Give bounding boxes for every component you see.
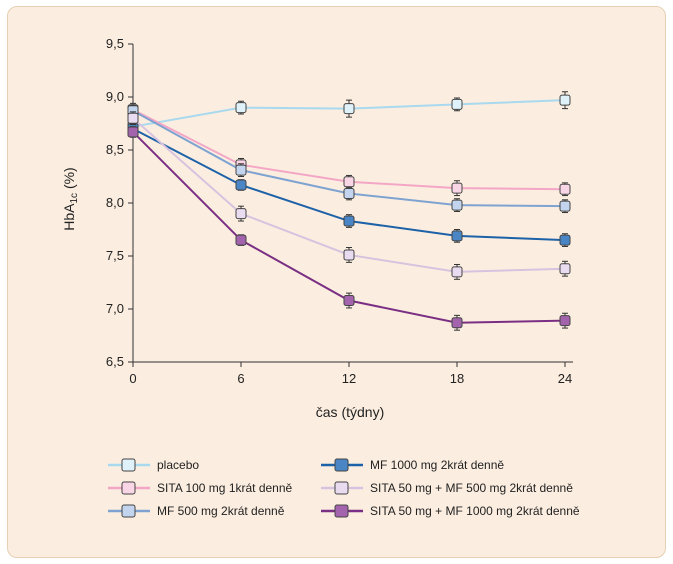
y-tick-label: 9,5 bbox=[106, 36, 124, 51]
data-point bbox=[235, 208, 247, 220]
x-axis-title: čas (týdny) bbox=[316, 404, 384, 420]
data-point bbox=[559, 200, 571, 212]
legend-item: MF 500 mg 2krát denně bbox=[108, 504, 285, 518]
x-tick-label: 18 bbox=[450, 371, 464, 386]
y-tick-label: 7,0 bbox=[106, 301, 124, 316]
series-layer bbox=[127, 91, 571, 331]
y-tick-label: 7,5 bbox=[106, 248, 124, 263]
legend-marker bbox=[121, 504, 136, 518]
series-6 bbox=[127, 126, 571, 331]
data-point bbox=[451, 182, 463, 194]
legend-item: SITA 50 mg + MF 1000 mg 2krát denně bbox=[321, 504, 580, 518]
data-point bbox=[343, 176, 355, 188]
data-point bbox=[451, 98, 463, 110]
axes: 6,5 7,0 7,5 8,0 8,5 9,0 9,5 0 6 12 18 24 bbox=[106, 36, 573, 386]
legend-label: placebo bbox=[157, 458, 199, 472]
legend-label: SITA 50 mg + MF 500 mg 2krát denně bbox=[370, 481, 573, 495]
data-point bbox=[343, 295, 355, 307]
data-point bbox=[559, 183, 571, 195]
data-point bbox=[559, 94, 571, 106]
legend-marker bbox=[334, 458, 349, 472]
legend-label: MF 500 mg 2krát denně bbox=[157, 504, 285, 518]
legend-label: SITA 100 mg 1krát denně bbox=[157, 481, 293, 495]
data-point bbox=[343, 249, 355, 261]
data-point bbox=[343, 215, 355, 227]
data-point bbox=[127, 126, 139, 138]
legend-marker bbox=[121, 458, 136, 472]
data-point bbox=[235, 234, 247, 246]
series-5 bbox=[127, 111, 571, 280]
data-point bbox=[451, 266, 463, 278]
y-tick-label: 6,5 bbox=[106, 354, 124, 369]
x-tick-label: 0 bbox=[129, 371, 136, 386]
chart-frame: 6,5 7,0 7,5 8,0 8,5 9,0 9,5 0 6 12 18 24 HbA1c (%) … bbox=[7, 6, 666, 558]
data-point bbox=[559, 263, 571, 275]
legend-label: SITA 50 mg + MF 1000 mg 2krát denně bbox=[370, 504, 580, 518]
legend-marker bbox=[334, 504, 349, 518]
data-point bbox=[559, 315, 571, 327]
data-point bbox=[451, 199, 463, 211]
data-point bbox=[235, 164, 247, 176]
y-axis-title: HbA1c (%) bbox=[61, 167, 80, 230]
data-point bbox=[235, 102, 247, 114]
y-tick-label: 9,0 bbox=[106, 89, 124, 104]
data-point bbox=[451, 317, 463, 329]
data-point bbox=[343, 103, 355, 115]
legend-item: SITA 100 mg 1krát denně bbox=[108, 481, 293, 495]
data-point bbox=[235, 179, 247, 191]
legend-item: placebo bbox=[108, 458, 199, 472]
y-tick-label: 8,0 bbox=[106, 195, 124, 210]
data-point bbox=[343, 187, 355, 199]
series-1 bbox=[127, 91, 571, 134]
data-point bbox=[451, 230, 463, 242]
x-tick-label: 12 bbox=[342, 371, 356, 386]
legend-item: SITA 50 mg + MF 500 mg 2krát denně bbox=[321, 481, 573, 495]
legend-label: MF 1000 mg 2krát denně bbox=[370, 458, 504, 472]
series-3 bbox=[127, 104, 571, 214]
legend: placebo MF 1000 mg 2krát denně SITA 100 mg… bbox=[108, 458, 580, 518]
x-tick-label: 6 bbox=[237, 371, 244, 386]
data-point bbox=[127, 112, 139, 124]
data-point bbox=[559, 234, 571, 246]
legend-marker bbox=[121, 481, 136, 495]
x-tick-label: 24 bbox=[558, 371, 572, 386]
y-tick-label: 8,5 bbox=[106, 142, 124, 157]
legend-marker bbox=[334, 481, 349, 495]
chart-svg: 6,57,07,58,08,59,09,50 6 12 18 24 HbA1c (%) … bbox=[61, 36, 580, 518]
legend-item: MF 1000 mg 2krát denně bbox=[321, 458, 504, 472]
